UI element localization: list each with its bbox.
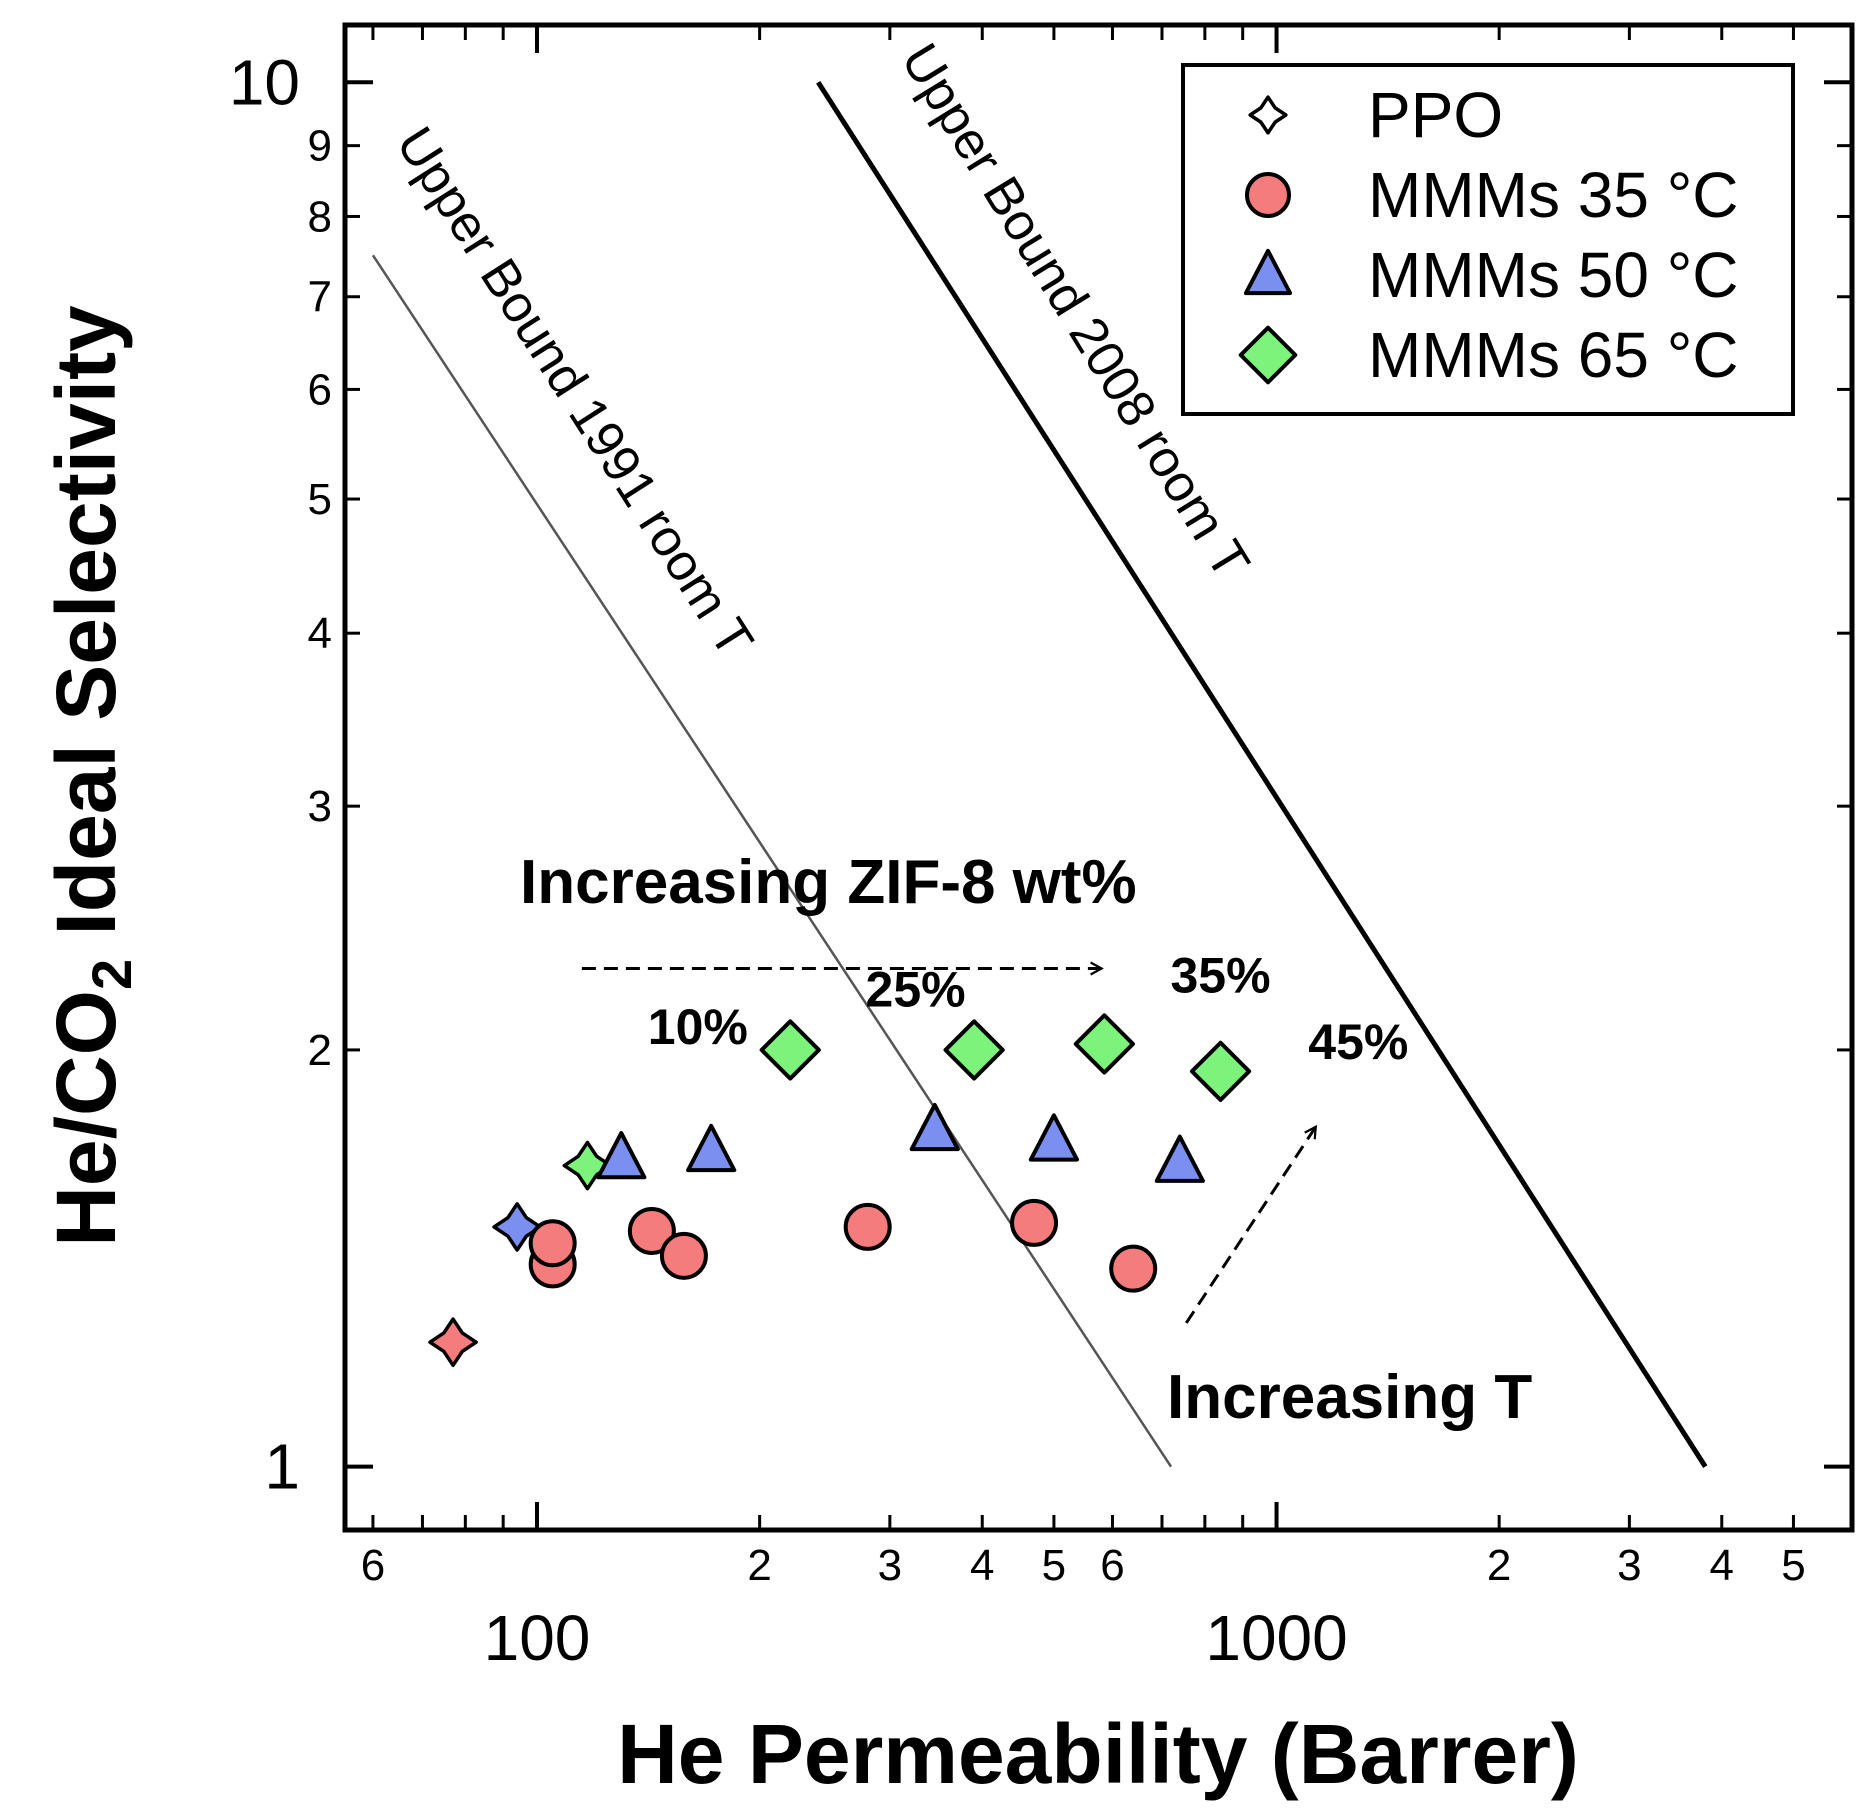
- wt-percent-label: 10%: [648, 999, 748, 1055]
- mmm-point-triangle: [596, 1131, 647, 1180]
- legend-marker-diamond: [1238, 325, 1298, 385]
- ppo-point: [428, 1317, 478, 1368]
- wt-percent-labels: 10% 25% 35% 45%: [648, 948, 1409, 1070]
- legend-label: MMMs 50 °C: [1368, 239, 1739, 311]
- legend-marker-star4: [1248, 95, 1288, 135]
- y-minor-tick-label: 4: [308, 609, 332, 658]
- mmm-point-diamond: [1189, 1040, 1252, 1102]
- x-minor-tick-label: 5: [1781, 1541, 1805, 1590]
- mmm-point-circle: [627, 1206, 676, 1255]
- mmm-point-triangle: [1154, 1134, 1205, 1183]
- x-minor-tick-label: 6: [1100, 1541, 1124, 1590]
- y-axis-title-main: He/CO: [39, 990, 133, 1247]
- y-minor-tick-label: 6: [308, 365, 332, 414]
- legend-label: PPO: [1368, 79, 1503, 151]
- annotation-text: Increasing ZIF-8 wt% Increasing T: [520, 848, 1532, 1432]
- legend-label: MMMs 35 °C: [1368, 159, 1739, 231]
- mmm-point-circle: [659, 1231, 708, 1280]
- mmm-point-circle: [843, 1202, 892, 1251]
- legend-marker-circle: [1245, 172, 1291, 218]
- x-minor-tick-label: 4: [970, 1541, 994, 1590]
- x-minor-tick-label: 5: [1042, 1541, 1066, 1590]
- mmm-point-diamond: [759, 1019, 821, 1081]
- increasing-t-label: Increasing T: [1167, 1363, 1532, 1432]
- upper-bound-lines: [371, 80, 1708, 1469]
- increasing-zif-label: Increasing ZIF-8 wt%: [520, 848, 1137, 917]
- y-axis-title-subscript: 2: [80, 959, 143, 990]
- y-axis-title-rest: Ideal Selectivity: [39, 305, 133, 959]
- y-minor-tick-label: 8: [308, 192, 332, 241]
- ppo-point: [562, 1140, 613, 1191]
- y-major-tick-label: 1: [264, 1431, 300, 1503]
- wt-percent-label: 45%: [1308, 1014, 1408, 1070]
- wt-percent-label: 35%: [1170, 948, 1270, 1004]
- mmm-point-diamond: [943, 1019, 1005, 1081]
- mmm-point-circle: [1109, 1244, 1158, 1293]
- y-minor-tick-label: 2: [308, 1026, 332, 1075]
- mmm-point-triangle: [909, 1102, 960, 1152]
- x-major-tick-label: 100: [484, 1602, 591, 1674]
- y-major-tick-label: 10: [229, 46, 300, 118]
- axis-ticks: [345, 25, 1852, 1530]
- x-axis-title: He Permeability (Barrer): [617, 1707, 1579, 1801]
- increasing-t-arrow: [1185, 1127, 1316, 1324]
- legend-marker-triangle: [1243, 248, 1293, 296]
- y-minor-tick-label: 3: [308, 782, 332, 831]
- wt-percent-label: 25%: [866, 961, 966, 1017]
- mmm-point-triangle: [686, 1123, 737, 1173]
- x-minor-tick-label: 3: [878, 1541, 902, 1590]
- x-minor-tick-label: 4: [1710, 1541, 1734, 1590]
- x-minor-tick-label: 3: [1617, 1541, 1641, 1590]
- mmm-point-circle: [1010, 1198, 1059, 1247]
- x-minor-tick-label: 2: [747, 1541, 771, 1590]
- mmm-point-triangle: [1028, 1113, 1080, 1162]
- legend-label: MMMs 65 °C: [1368, 319, 1739, 391]
- ppo-point: [492, 1202, 542, 1252]
- mmm-point-diamond: [1073, 1013, 1135, 1075]
- legend: PPO MMMs 35 °C MMMs 50 °C MMMs 65 °C: [1181, 63, 1795, 416]
- x-major-tick-label: 1000: [1205, 1602, 1347, 1674]
- plot-frame: [342, 22, 1855, 1533]
- upper-bound-2008-line: [816, 80, 1708, 1469]
- y-axis-title: He/CO2 Ideal Selectivity: [39, 305, 143, 1247]
- y-minor-tick-label: 9: [308, 122, 332, 171]
- y-minor-tick-label: 7: [308, 273, 332, 322]
- annotation-arrows: [581, 969, 1316, 1324]
- mmm-point-circle: [528, 1219, 577, 1268]
- y-minor-tick-label: 5: [308, 475, 332, 524]
- x-minor-tick-label: 2: [1487, 1541, 1511, 1590]
- data-points: [428, 1013, 1252, 1368]
- upper-bound-1991-line: [371, 254, 1173, 1468]
- x-minor-tick-label: 6: [361, 1541, 385, 1590]
- upper-bound-1991-label: Upper Bound 1991 room T: [385, 117, 764, 667]
